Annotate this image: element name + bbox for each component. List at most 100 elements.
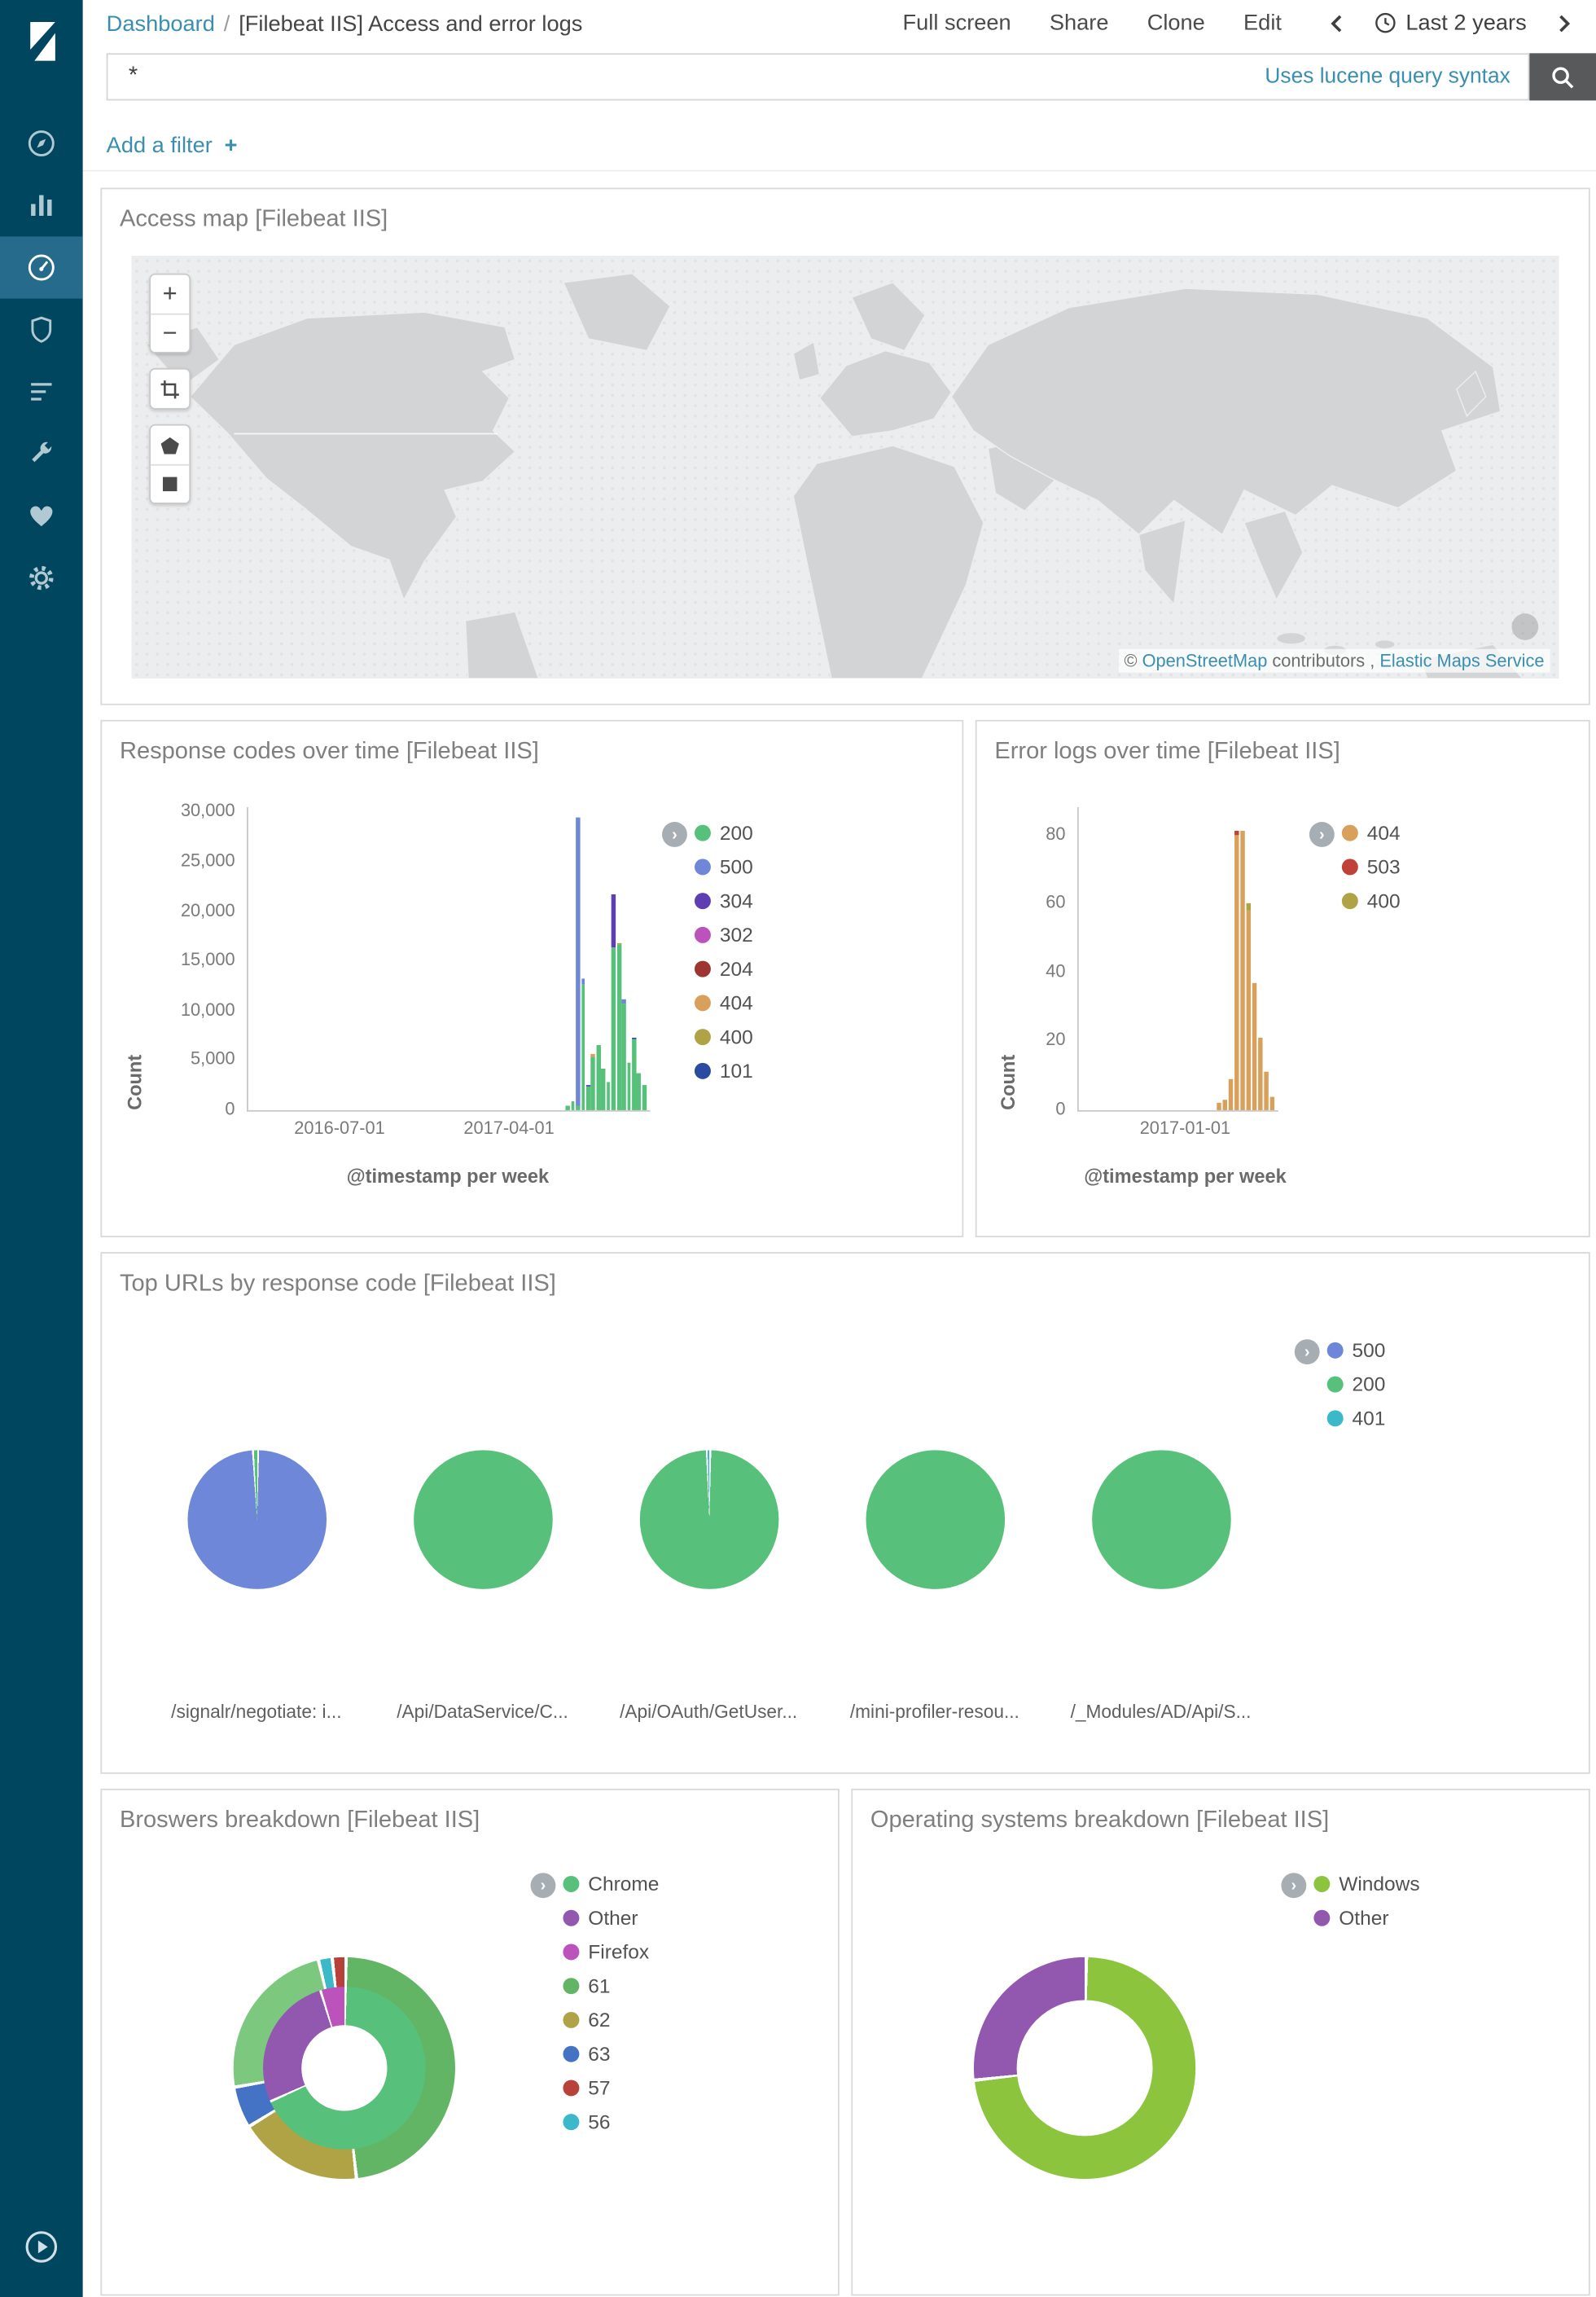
zoom-in-button[interactable]: + <box>151 274 190 314</box>
x-axis: 2017-01-01 <box>1077 1118 1302 1144</box>
legend-item[interactable]: 204 <box>694 958 753 980</box>
legend-item[interactable]: 404 <box>694 992 753 1014</box>
bar[interactable] <box>1269 807 1275 1110</box>
breadcrumb-dashboard-link[interactable]: Dashboard <box>106 11 215 37</box>
pie-chart[interactable] <box>865 1450 1005 1589</box>
legend-item[interactable]: 500 <box>1326 1339 1385 1361</box>
search-button[interactable] <box>1529 53 1596 101</box>
legend-item[interactable]: 302 <box>694 924 753 946</box>
edit-button[interactable]: Edit <box>1243 10 1282 36</box>
time-back-button[interactable] <box>1323 11 1351 35</box>
draw-rectangle-button[interactable] <box>151 463 190 503</box>
legend-item[interactable]: 400 <box>694 1026 753 1048</box>
bar[interactable] <box>1228 807 1233 1110</box>
legend-item[interactable]: Other <box>563 1907 659 1929</box>
full-screen-button[interactable]: Full screen <box>902 10 1011 36</box>
clone-button[interactable]: Clone <box>1147 10 1205 36</box>
breadcrumb-current: [Filebeat IIS] Access and error logs <box>239 11 583 37</box>
bar[interactable] <box>596 807 601 1110</box>
map-attribution-toggle[interactable] <box>1511 613 1539 640</box>
bar[interactable] <box>571 807 576 1110</box>
lucene-syntax-link[interactable]: Uses lucene query syntax <box>1265 64 1510 89</box>
bar[interactable] <box>1216 807 1221 1110</box>
pie-chart[interactable] <box>186 1450 327 1589</box>
kibana-logo[interactable] <box>0 0 83 83</box>
bar[interactable] <box>637 807 642 1110</box>
legend-item[interactable]: 61 <box>563 1975 659 1997</box>
sidebar-item-security[interactable] <box>0 299 83 361</box>
bar[interactable] <box>612 807 616 1110</box>
sidebar-item-timelion[interactable] <box>0 361 83 423</box>
os-donut-chart[interactable] <box>973 1957 1196 2180</box>
query-input[interactable] <box>107 64 1265 90</box>
bar[interactable] <box>616 807 621 1110</box>
zoom-out-button[interactable]: − <box>151 313 190 352</box>
bar[interactable] <box>632 807 637 1110</box>
legend-item[interactable]: 56 <box>563 2111 659 2133</box>
legend-item[interactable]: Chrome <box>563 1873 659 1895</box>
legend-item[interactable]: 200 <box>694 822 753 844</box>
world-map[interactable]: + − <box>131 255 1559 679</box>
legend-item[interactable]: 62 <box>563 2009 659 2031</box>
legend-item[interactable]: 200 <box>1326 1373 1385 1395</box>
bar[interactable] <box>1257 807 1263 1110</box>
bar[interactable] <box>626 807 631 1110</box>
bar[interactable] <box>1234 807 1239 1110</box>
bar[interactable] <box>576 807 581 1110</box>
pie-chart[interactable] <box>638 1450 778 1589</box>
draw-polygon-button[interactable] <box>151 425 190 464</box>
pie-chart[interactable] <box>1091 1450 1230 1589</box>
bar[interactable] <box>565 807 570 1110</box>
legend-item[interactable]: 101 <box>694 1060 753 1082</box>
share-button[interactable]: Share <box>1049 10 1109 36</box>
bar-segment <box>612 894 616 947</box>
fit-bounds-button[interactable] <box>151 369 190 408</box>
elastic-maps-service-link[interactable]: Elastic Maps Service <box>1379 650 1545 671</box>
bar[interactable] <box>621 807 626 1110</box>
add-filter-link[interactable]: Add a filter <box>106 133 213 159</box>
bar[interactable] <box>1246 807 1251 1110</box>
plus-icon[interactable]: + <box>224 133 238 159</box>
legend-label: 404 <box>1366 822 1401 845</box>
legend-toggle-icon[interactable]: › <box>662 822 687 847</box>
legend-swatch <box>1341 893 1358 910</box>
legend-item[interactable]: 400 <box>1341 890 1401 912</box>
time-forward-button[interactable] <box>1550 11 1578 35</box>
browsers-donut-chart[interactable] <box>233 1957 455 2180</box>
bar[interactable] <box>606 807 611 1110</box>
bar[interactable] <box>581 807 585 1110</box>
sidebar-item-dev-tools[interactable] <box>0 423 83 485</box>
legend-toggle-icon[interactable]: › <box>1309 822 1335 847</box>
legend-label: 400 <box>719 1026 753 1048</box>
sidebar-item-dashboard[interactable] <box>0 236 83 299</box>
sidebar-item-discover[interactable] <box>0 112 83 174</box>
bar[interactable] <box>1239 807 1245 1110</box>
bar[interactable] <box>1221 807 1227 1110</box>
legend-item[interactable]: 57 <box>563 2077 659 2099</box>
openstreetmap-link[interactable]: OpenStreetMap <box>1142 650 1268 671</box>
bar[interactable] <box>586 807 590 1110</box>
legend-item[interactable]: 63 <box>563 2043 659 2065</box>
sidebar-item-monitoring[interactable] <box>0 485 83 547</box>
sidebar-collapse-button[interactable] <box>22 2228 60 2273</box>
bar[interactable] <box>590 807 595 1110</box>
sidebar-item-management[interactable] <box>0 547 83 608</box>
bar[interactable] <box>642 807 647 1110</box>
pie-chart[interactable] <box>413 1450 552 1589</box>
bar[interactable] <box>1264 807 1269 1110</box>
legend-item[interactable]: Windows <box>1313 1873 1420 1895</box>
bar[interactable] <box>1252 807 1257 1110</box>
time-picker-button[interactable]: Last 2 years <box>1375 11 1527 36</box>
sidebar-item-visualize[interactable] <box>0 174 83 236</box>
legend-toggle-icon[interactable]: › <box>1294 1339 1320 1365</box>
legend-toggle-icon[interactable]: › <box>1281 1873 1307 1899</box>
bar[interactable] <box>601 807 606 1110</box>
legend-item[interactable]: Firefox <box>563 1941 659 1963</box>
legend-item[interactable]: 404 <box>1341 822 1401 845</box>
legend-toggle-icon[interactable]: › <box>530 1873 556 1899</box>
legend-item[interactable]: Other <box>1313 1907 1419 1929</box>
legend-item[interactable]: 500 <box>694 856 753 878</box>
legend-item[interactable]: 401 <box>1326 1408 1385 1430</box>
legend-item[interactable]: 503 <box>1341 856 1401 878</box>
legend-item[interactable]: 304 <box>694 890 753 912</box>
